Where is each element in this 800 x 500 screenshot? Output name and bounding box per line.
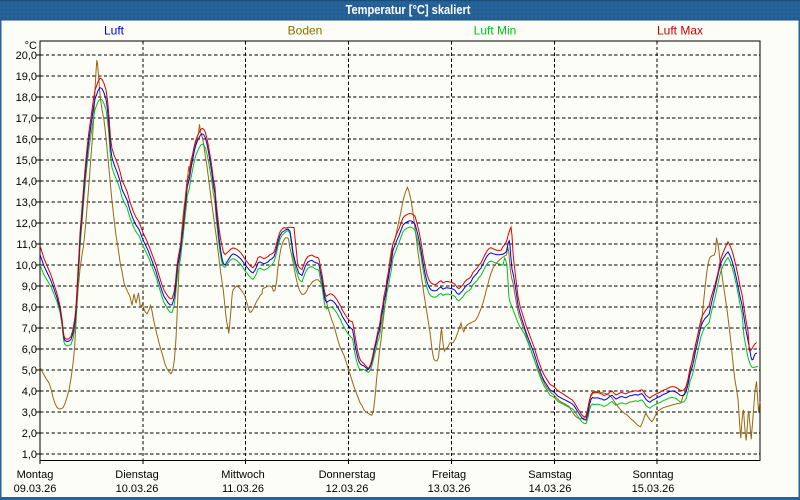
- svg-text:8,0: 8,0: [22, 302, 37, 314]
- svg-text:Boden: Boden: [288, 24, 323, 38]
- svg-text:Freitag: Freitag: [432, 469, 466, 481]
- svg-text:9,0: 9,0: [22, 281, 37, 293]
- svg-text:2,0: 2,0: [22, 428, 37, 440]
- svg-text:12.03.26: 12.03.26: [326, 483, 369, 495]
- svg-text:3,0: 3,0: [22, 407, 37, 419]
- svg-text:11,0: 11,0: [16, 239, 37, 251]
- svg-text:Montag: Montag: [17, 469, 54, 481]
- svg-text:14,0: 14,0: [16, 176, 37, 188]
- svg-text:Dienstag: Dienstag: [115, 469, 158, 481]
- svg-text:°C: °C: [25, 40, 37, 52]
- svg-text:Luft Min: Luft Min: [474, 24, 517, 38]
- svg-text:10,0: 10,0: [16, 260, 37, 272]
- svg-text:Sonntag: Sonntag: [633, 469, 674, 481]
- svg-text:12,0: 12,0: [16, 218, 37, 230]
- svg-text:Luft Max: Luft Max: [657, 24, 703, 38]
- svg-text:15.03.26: 15.03.26: [632, 483, 675, 495]
- svg-text:Temperatur [°C] skaliert: Temperatur [°C] skaliert: [346, 2, 472, 17]
- svg-text:13,0: 13,0: [16, 197, 37, 209]
- svg-text:09.03.26: 09.03.26: [14, 483, 57, 495]
- svg-text:20,0: 20,0: [16, 50, 37, 62]
- svg-text:Samstag: Samstag: [528, 469, 571, 481]
- svg-text:16,0: 16,0: [16, 134, 37, 146]
- svg-text:15,0: 15,0: [16, 155, 37, 167]
- svg-text:4,0: 4,0: [22, 386, 37, 398]
- svg-text:7,0: 7,0: [22, 323, 37, 335]
- svg-text:18,0: 18,0: [16, 92, 37, 104]
- svg-text:5,0: 5,0: [22, 365, 37, 377]
- svg-text:14.03.26: 14.03.26: [529, 483, 572, 495]
- svg-text:Donnerstag: Donnerstag: [319, 469, 376, 481]
- svg-text:10.03.26: 10.03.26: [116, 483, 159, 495]
- svg-text:13.03.26: 13.03.26: [428, 483, 471, 495]
- svg-text:6,0: 6,0: [22, 344, 37, 356]
- svg-text:1,0: 1,0: [22, 449, 37, 461]
- svg-text:11.03.26: 11.03.26: [222, 483, 264, 495]
- svg-text:Luft: Luft: [104, 24, 125, 38]
- svg-text:Mittwoch: Mittwoch: [221, 469, 264, 481]
- svg-text:17,0: 17,0: [16, 113, 37, 125]
- svg-text:19,0: 19,0: [16, 71, 37, 83]
